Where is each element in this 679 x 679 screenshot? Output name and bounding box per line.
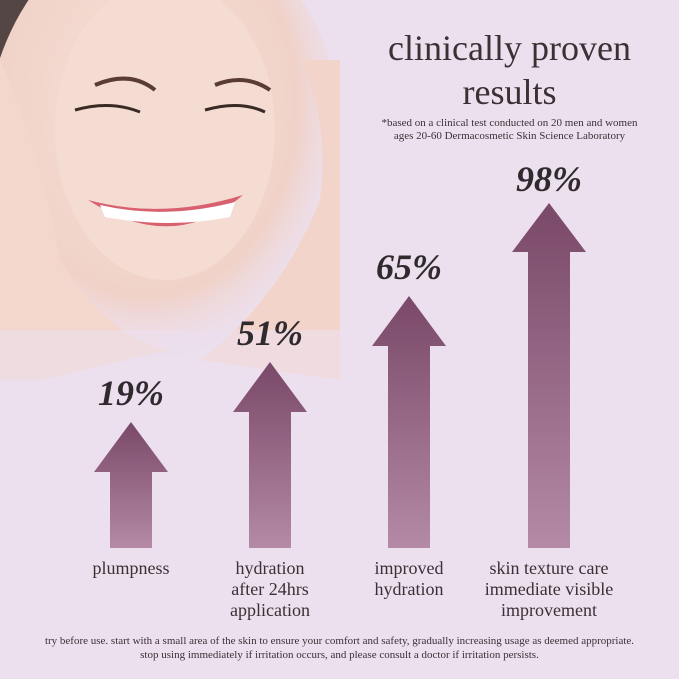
title-line: results	[462, 72, 557, 112]
label-line: hydration	[235, 558, 305, 578]
value-improved-hydration: 65%	[376, 247, 442, 287]
label-line: hydration	[374, 579, 444, 599]
disclaimer-line: try before use. start with a small area …	[44, 635, 635, 647]
label-line: plumpness	[92, 558, 170, 578]
arrow-plumpness	[94, 422, 168, 548]
label-line: improvement	[501, 600, 597, 620]
value-hydration-24h: 51%	[237, 313, 303, 353]
arrow-skin-texture	[512, 203, 586, 548]
label-line: skin texture care	[489, 558, 609, 578]
arrow-hydration-24h	[233, 362, 307, 548]
value-skin-texture: 98%	[516, 159, 582, 199]
model-face-photo	[0, 0, 340, 390]
label-line: immediate visible	[484, 579, 614, 599]
study-footnote: *based on a clinical test conducted on 2…	[340, 117, 679, 143]
label-improved-hydration: improved hydration	[324, 558, 494, 600]
value-plumpness: 19%	[98, 373, 164, 413]
label-line: after 24hrs	[231, 579, 309, 599]
usage-disclaimer: try before use. start with a small area …	[0, 634, 679, 662]
title-line: clinically proven	[388, 28, 631, 68]
label-plumpness: plumpness	[46, 558, 216, 579]
note-line: *based on a clinical test conducted on 2…	[381, 117, 638, 129]
disclaimer-line: stop using immediately if irritation occ…	[140, 649, 539, 661]
label-hydration-24h: hydration after 24hrs application	[185, 558, 355, 621]
label-line: application	[230, 600, 310, 620]
label-skin-texture: skin texture care immediate visible impr…	[464, 558, 634, 621]
arrow-improved-hydration	[372, 296, 446, 548]
label-line: improved	[374, 558, 444, 578]
note-line: ages 20-60 Dermacosmetic Skin Science La…	[393, 130, 626, 142]
page-title: clinically proven results	[340, 26, 679, 114]
